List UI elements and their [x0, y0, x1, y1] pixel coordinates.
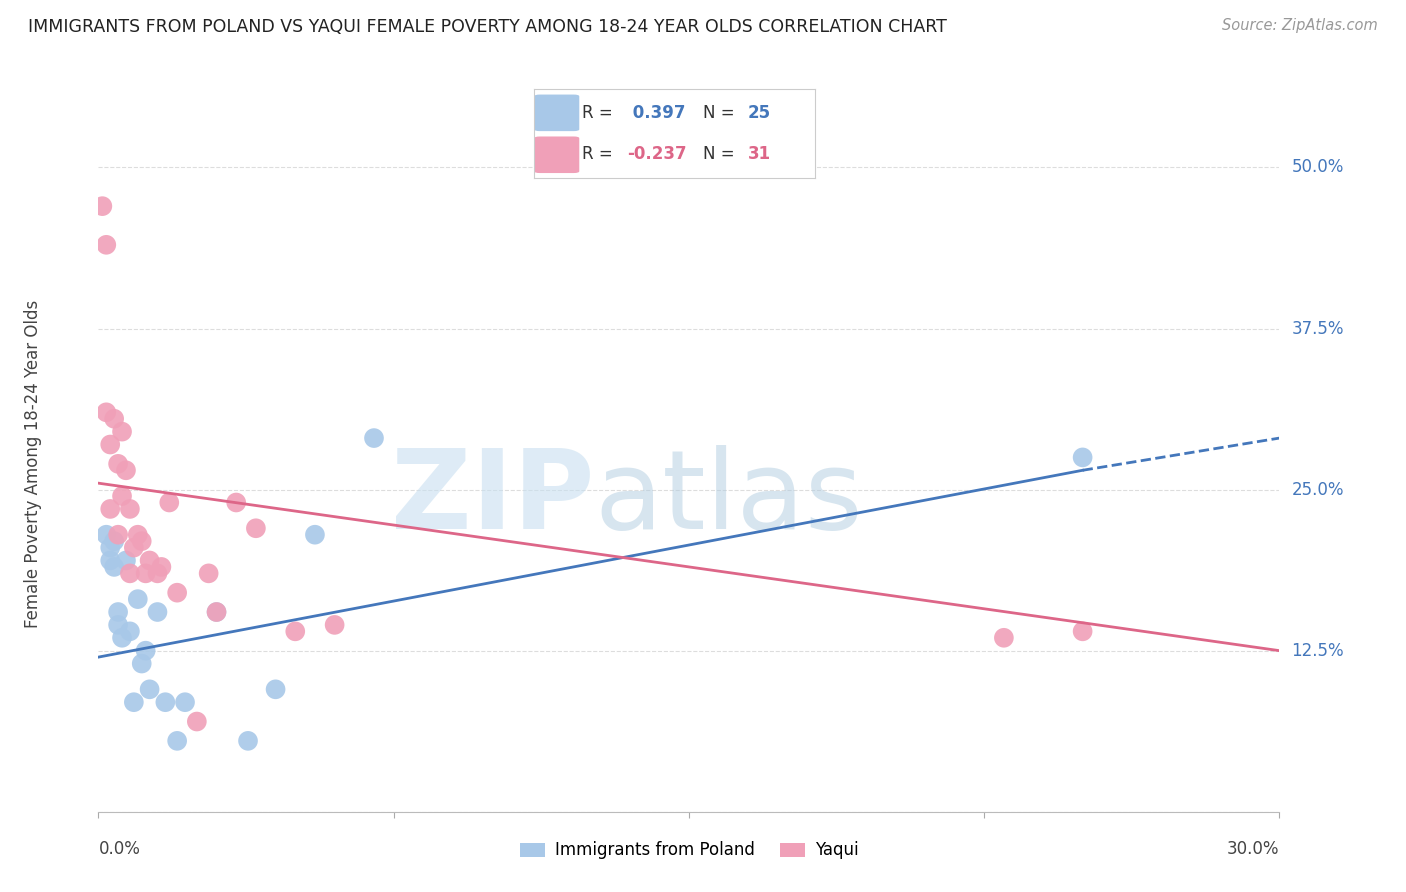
Point: [166, 585, 188, 599]
Point: [245, 521, 267, 535]
Point: [205, 605, 228, 619]
Point: [127, 527, 149, 541]
Text: 30.0%: 30.0%: [1227, 839, 1279, 857]
Point: [98, 437, 121, 451]
Point: [225, 495, 247, 509]
Point: [96, 527, 118, 541]
Text: Female Poverty Among 18-24 Year Olds: Female Poverty Among 18-24 Year Olds: [24, 300, 42, 628]
Text: atlas: atlas: [595, 445, 863, 552]
Point: [115, 463, 138, 477]
Text: N =: N =: [703, 104, 740, 122]
Point: [186, 714, 208, 729]
Point: [111, 425, 134, 439]
Text: R =: R =: [582, 145, 613, 163]
Point: [157, 495, 180, 509]
Point: [1071, 450, 1094, 465]
Point: [363, 431, 385, 445]
Point: [155, 695, 177, 709]
Point: [118, 624, 141, 639]
Text: 0.397: 0.397: [627, 104, 686, 122]
Point: [122, 695, 145, 709]
Point: [118, 566, 141, 581]
Point: [284, 624, 307, 639]
Text: N =: N =: [703, 145, 740, 163]
Point: [150, 560, 173, 574]
Legend: Immigrants from Poland, Yaqui: Immigrants from Poland, Yaqui: [513, 835, 865, 866]
Text: 37.5%: 37.5%: [1291, 319, 1344, 337]
Point: [98, 502, 121, 516]
Point: [1071, 624, 1094, 639]
Point: [111, 489, 134, 503]
Point: [138, 553, 160, 567]
Point: [122, 541, 145, 555]
Point: [103, 411, 125, 425]
Text: ZIP: ZIP: [391, 445, 595, 552]
Text: 12.5%: 12.5%: [1291, 641, 1344, 660]
Point: [323, 618, 346, 632]
Point: [91, 199, 114, 213]
Point: [107, 527, 129, 541]
Text: -0.237: -0.237: [627, 145, 686, 163]
Point: [118, 502, 141, 516]
Point: [107, 605, 129, 619]
Text: 50.0%: 50.0%: [1291, 159, 1344, 177]
Point: [205, 605, 228, 619]
Text: R =: R =: [582, 104, 613, 122]
Point: [103, 560, 125, 574]
Point: [127, 592, 149, 607]
Point: [304, 527, 326, 541]
Point: [98, 541, 121, 555]
Point: [197, 566, 219, 581]
Point: [138, 682, 160, 697]
Text: Source: ZipAtlas.com: Source: ZipAtlas.com: [1222, 18, 1378, 33]
Point: [98, 553, 121, 567]
Point: [135, 566, 157, 581]
Point: [146, 605, 169, 619]
Point: [993, 631, 1015, 645]
Point: [131, 534, 153, 549]
Text: 25: 25: [748, 104, 770, 122]
Point: [96, 237, 118, 252]
Point: [115, 553, 138, 567]
Point: [131, 657, 153, 671]
FancyBboxPatch shape: [534, 136, 579, 173]
Text: 25.0%: 25.0%: [1291, 481, 1344, 499]
Point: [107, 618, 129, 632]
FancyBboxPatch shape: [534, 95, 579, 131]
Text: 0.0%: 0.0%: [98, 839, 141, 857]
Point: [166, 734, 188, 748]
Point: [146, 566, 169, 581]
Text: IMMIGRANTS FROM POLAND VS YAQUI FEMALE POVERTY AMONG 18-24 YEAR OLDS CORRELATION: IMMIGRANTS FROM POLAND VS YAQUI FEMALE P…: [28, 18, 948, 36]
Point: [96, 405, 118, 419]
Point: [264, 682, 287, 697]
Point: [135, 643, 157, 657]
Text: 31: 31: [748, 145, 770, 163]
Point: [236, 734, 259, 748]
Point: [107, 457, 129, 471]
Point: [111, 631, 134, 645]
Point: [174, 695, 197, 709]
Point: [103, 534, 125, 549]
